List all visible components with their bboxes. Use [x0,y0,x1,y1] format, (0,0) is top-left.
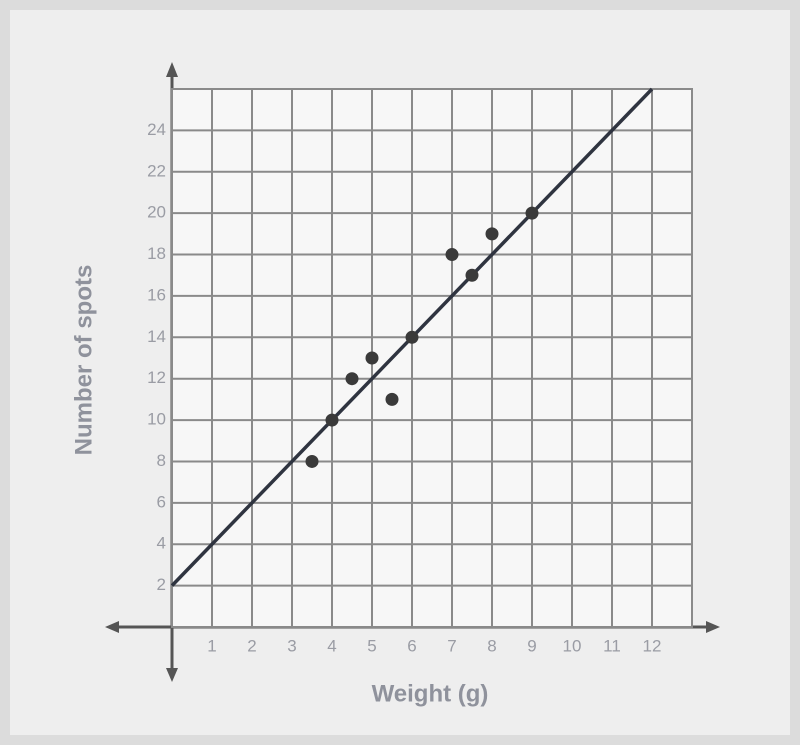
plot-area [171,88,693,628]
data-point [485,227,499,241]
x-tick-label: 9 [527,636,536,655]
y-axis-label: Number of spots [70,265,97,456]
x-tick-label: 6 [407,636,416,655]
data-point [365,351,379,365]
x-tick-label: 11 [603,636,621,655]
x-tick-label: 4 [327,636,336,655]
x-axis-label: Weight (g) [372,680,489,707]
data-point [305,454,319,468]
data-point [385,392,399,406]
x-tick-label: 7 [447,636,456,655]
y-tick-label: 8 [157,451,166,470]
y-tick-label: 16 [147,285,166,304]
x-tick-label: 8 [487,636,496,655]
data-point [345,372,359,386]
x-tick-label: 10 [563,636,582,655]
y-tick-label: 22 [147,161,166,180]
x-tick-label: 5 [367,636,376,655]
y-arrow [166,62,178,77]
y-tick-label: 4 [157,534,166,553]
x-arrow [706,621,720,633]
y-tick-label: 14 [147,327,166,346]
data-point [405,330,419,344]
y-tick-label: 20 [147,203,166,222]
y-tick-label: 10 [147,410,166,429]
y-arrow [166,668,178,682]
data-point [445,248,459,262]
x-tick-label: 2 [247,636,256,655]
x-tick-label: 1 [207,636,216,655]
x-arrow [105,621,119,633]
data-point [525,206,539,220]
y-tick-label: 24 [147,120,166,139]
y-tick-label: 2 [157,575,166,594]
y-tick-label: 6 [157,492,166,511]
y-tick-label: 18 [147,244,166,263]
x-tick-label: 3 [287,636,296,655]
data-point [325,413,339,427]
data-point [465,268,479,282]
x-tick-label: 12 [643,636,662,655]
y-tick-label: 12 [147,368,166,387]
